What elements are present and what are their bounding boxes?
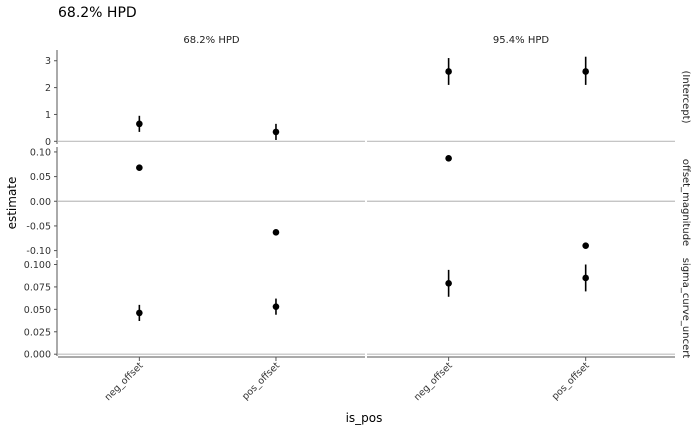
x-axis-title: is_pos — [346, 411, 383, 425]
y-tick-label: 3 — [45, 56, 51, 67]
y-tick-label: -0.05 — [26, 221, 51, 232]
y-tick-label: 0 — [45, 137, 51, 148]
estimate-point — [445, 68, 452, 75]
estimate-point — [136, 309, 143, 317]
y-axis-title: estimate — [5, 177, 19, 230]
facet-column-label: 95.4% HPD — [493, 35, 549, 46]
y-tick-label: 0.000 — [24, 350, 51, 361]
estimate-point — [445, 155, 452, 162]
estimate-point — [445, 280, 452, 287]
y-tick-label: 0.075 — [24, 282, 51, 293]
y-tick-label: -0.10 — [26, 246, 51, 257]
estimate-point — [272, 128, 280, 136]
estimate-point — [582, 68, 589, 75]
facet-row-label: sigma_curve_uncert — [680, 258, 691, 359]
plot-layer: 68.2% HPD 95.4% HPD (Intercept) 0 1 2 3 offset_… — [24, 35, 691, 403]
estimate-point — [136, 164, 143, 172]
facet-row-label: (Intercept) — [680, 71, 691, 124]
y-tick-label: 0.100 — [24, 260, 51, 271]
x-tick-label: neg_offset — [412, 360, 455, 403]
estimate-point — [582, 242, 589, 249]
y-tick-label: 0.050 — [24, 305, 51, 316]
chart-title: 68.2% HPD — [58, 5, 137, 21]
facet-column-label: 68.2% HPD — [183, 35, 239, 46]
x-tick-label: pos_offset — [550, 360, 592, 402]
x-tick-label: neg_offset — [103, 360, 146, 403]
y-tick-label: 0.05 — [30, 172, 51, 183]
estimate-point — [272, 303, 280, 310]
y-tick-label: 2 — [45, 83, 51, 94]
estimate-point — [582, 274, 589, 282]
y-tick-label: 0.10 — [30, 147, 51, 158]
estimate-point — [136, 120, 143, 128]
y-tick-label: 1 — [45, 110, 51, 121]
estimate-point — [272, 229, 280, 236]
y-tick-label: 0.00 — [30, 197, 51, 208]
x-tick-label: pos_offset — [240, 360, 282, 402]
y-tick-label: 0.025 — [24, 327, 51, 338]
facet-row-label: offset_magnitude — [680, 159, 691, 246]
